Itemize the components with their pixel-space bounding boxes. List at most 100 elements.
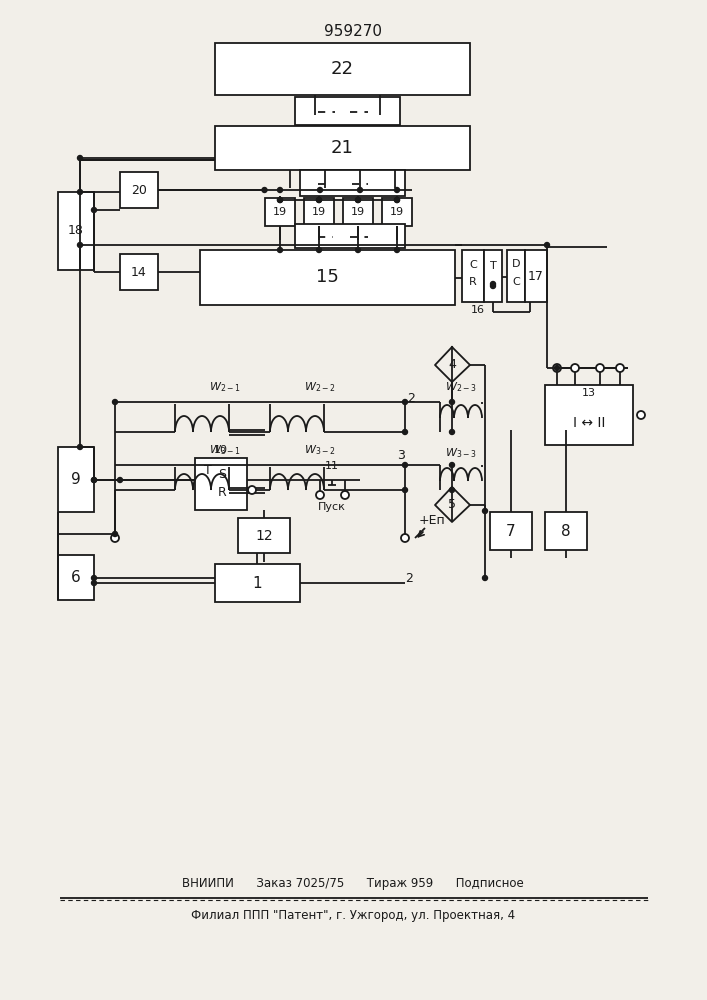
Circle shape <box>637 411 645 419</box>
Bar <box>507 250 525 302</box>
Circle shape <box>401 534 409 542</box>
Circle shape <box>402 462 407 468</box>
Bar <box>295 97 400 125</box>
Text: 1: 1 <box>252 576 262 590</box>
Circle shape <box>402 430 407 434</box>
Bar <box>525 250 547 302</box>
Text: 4: 4 <box>448 359 456 371</box>
Circle shape <box>491 284 496 288</box>
Circle shape <box>395 198 399 202</box>
Circle shape <box>278 198 283 202</box>
Bar <box>195 458 247 510</box>
Circle shape <box>482 576 488 580</box>
Text: 15: 15 <box>316 268 339 286</box>
Text: I ↔ II: I ↔ II <box>573 416 605 430</box>
Text: T: T <box>490 261 496 271</box>
Text: C: C <box>512 277 520 287</box>
Circle shape <box>395 188 399 192</box>
Text: 3: 3 <box>397 449 405 462</box>
Text: 11: 11 <box>325 461 339 471</box>
Circle shape <box>316 491 324 499</box>
Text: Пуск: Пуск <box>318 502 346 512</box>
Bar <box>265 198 295 226</box>
Circle shape <box>111 534 119 542</box>
Circle shape <box>450 430 455 434</box>
Bar <box>215 126 470 170</box>
Circle shape <box>112 399 117 404</box>
Text: 13: 13 <box>582 388 596 398</box>
Circle shape <box>78 444 83 450</box>
Text: 2: 2 <box>407 391 415 404</box>
Bar <box>545 512 587 550</box>
Text: R: R <box>218 486 226 498</box>
Circle shape <box>402 399 407 404</box>
Bar <box>58 555 94 600</box>
Bar <box>382 198 412 226</box>
Text: $W_{3-3}$: $W_{3-3}$ <box>445 446 477 460</box>
Circle shape <box>248 486 256 494</box>
Text: ВНИИПИ      Заказ 7025/75      Тираж 959      Подписное: ВНИИПИ Заказ 7025/75 Тираж 959 Подписное <box>182 878 524 890</box>
Circle shape <box>341 491 349 499</box>
Text: 21: 21 <box>331 139 354 157</box>
Text: 9: 9 <box>71 472 81 487</box>
Circle shape <box>278 247 283 252</box>
Circle shape <box>91 478 96 483</box>
Bar <box>58 447 94 512</box>
Text: 22: 22 <box>331 60 354 78</box>
Text: 2: 2 <box>405 572 413 584</box>
Circle shape <box>571 364 579 372</box>
Circle shape <box>358 188 363 192</box>
Circle shape <box>356 198 361 202</box>
Text: 12: 12 <box>255 528 273 542</box>
Text: 19: 19 <box>351 207 365 217</box>
Bar <box>238 518 290 553</box>
Circle shape <box>616 364 624 372</box>
Text: 18: 18 <box>68 225 84 237</box>
Circle shape <box>91 576 96 580</box>
Text: 5: 5 <box>448 498 456 512</box>
Bar <box>215 43 470 95</box>
Circle shape <box>491 282 496 286</box>
Circle shape <box>596 364 604 372</box>
Text: 10: 10 <box>214 445 228 455</box>
Text: 14: 14 <box>131 265 147 278</box>
Bar <box>304 198 334 226</box>
Circle shape <box>482 508 488 514</box>
Circle shape <box>317 198 322 202</box>
Circle shape <box>78 155 83 160</box>
Bar <box>200 250 455 305</box>
Circle shape <box>450 399 455 404</box>
Circle shape <box>356 247 361 252</box>
Bar <box>343 198 373 226</box>
Text: 959270: 959270 <box>324 24 382 39</box>
Bar <box>545 385 633 445</box>
Circle shape <box>450 462 455 468</box>
Circle shape <box>91 208 96 213</box>
Bar <box>215 564 300 602</box>
Text: 19: 19 <box>312 207 326 217</box>
Bar <box>462 250 484 302</box>
Text: T: T <box>204 464 212 477</box>
Text: R: R <box>469 277 477 287</box>
Text: 8: 8 <box>561 524 571 538</box>
Circle shape <box>317 188 322 192</box>
Text: S: S <box>218 468 226 482</box>
Circle shape <box>450 488 455 492</box>
Text: $W_{2-3}$: $W_{2-3}$ <box>445 380 477 394</box>
Circle shape <box>356 198 361 202</box>
Circle shape <box>78 190 83 194</box>
Bar <box>120 254 158 290</box>
Circle shape <box>402 488 407 492</box>
Text: $W_{2-2}$: $W_{2-2}$ <box>304 380 336 394</box>
Text: 16: 16 <box>471 305 485 315</box>
Text: 19: 19 <box>390 207 404 217</box>
Circle shape <box>117 478 122 483</box>
Text: D: D <box>512 259 520 269</box>
Text: 6: 6 <box>71 570 81 585</box>
Circle shape <box>112 532 117 536</box>
Circle shape <box>91 580 96 585</box>
Text: $W_{3-2}$: $W_{3-2}$ <box>304 443 336 457</box>
Circle shape <box>78 242 83 247</box>
Circle shape <box>553 364 561 372</box>
Circle shape <box>262 188 267 192</box>
